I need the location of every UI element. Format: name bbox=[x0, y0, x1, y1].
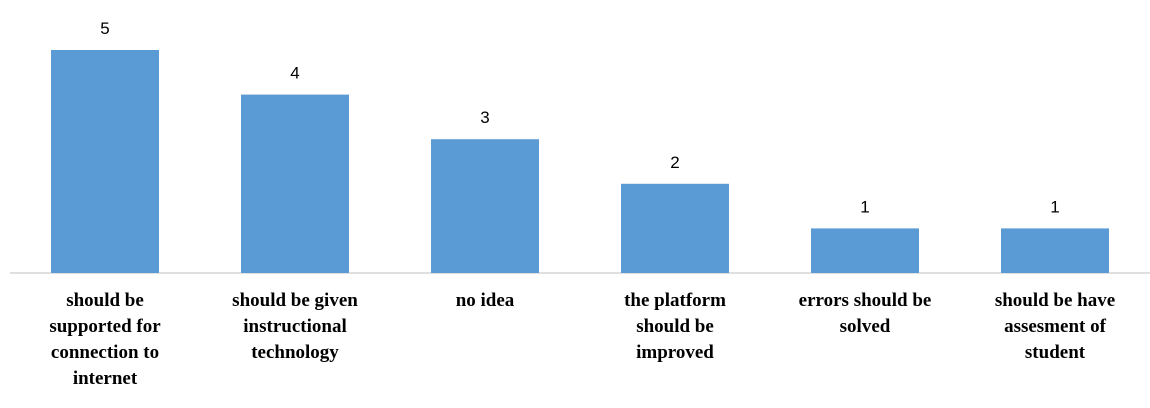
data-label: 1 bbox=[1050, 197, 1059, 216]
category-label: should be have assesment of student bbox=[960, 288, 1150, 366]
category-label-line: should be have bbox=[994, 290, 1116, 311]
category-label: errors should be solved bbox=[770, 288, 960, 340]
category-label-line: assesment of bbox=[1004, 316, 1106, 337]
bar bbox=[811, 228, 919, 273]
bar bbox=[621, 183, 729, 273]
category-label-line: the platform bbox=[624, 290, 726, 311]
bar-series bbox=[51, 50, 1109, 273]
category-label-line: should be given bbox=[232, 290, 358, 311]
bar bbox=[241, 94, 349, 273]
category-label-line: instructional bbox=[243, 316, 347, 337]
bar bbox=[431, 139, 539, 273]
category-label-line: solved bbox=[839, 316, 891, 337]
category-label-line: internet bbox=[72, 368, 138, 389]
category-label-line: connection to bbox=[50, 342, 160, 363]
category-label: should be supported for connection to inter… bbox=[10, 288, 200, 392]
bar bbox=[1001, 228, 1109, 273]
category-label: should be given instructional technology bbox=[200, 288, 390, 366]
data-labels: 5 4 3 2 1 1 bbox=[100, 19, 1059, 216]
data-label: 5 bbox=[100, 19, 109, 38]
category-label-line: no idea bbox=[455, 290, 515, 311]
data-label: 3 bbox=[480, 108, 489, 127]
category-label-line: technology bbox=[251, 342, 339, 363]
category-label-line: improved bbox=[636, 342, 714, 363]
data-label: 2 bbox=[670, 153, 679, 172]
category-label-line: should be bbox=[636, 316, 714, 337]
data-label: 4 bbox=[290, 64, 299, 83]
category-label: the platform should be improved bbox=[580, 288, 770, 366]
category-label-line: should be bbox=[66, 290, 144, 311]
category-label-line: supported for bbox=[49, 316, 161, 337]
bar bbox=[51, 50, 159, 273]
data-label: 1 bbox=[860, 197, 869, 216]
category-label-line: student bbox=[1024, 342, 1086, 363]
category-label: no idea bbox=[390, 288, 580, 314]
category-label-line: errors should be bbox=[798, 290, 932, 311]
